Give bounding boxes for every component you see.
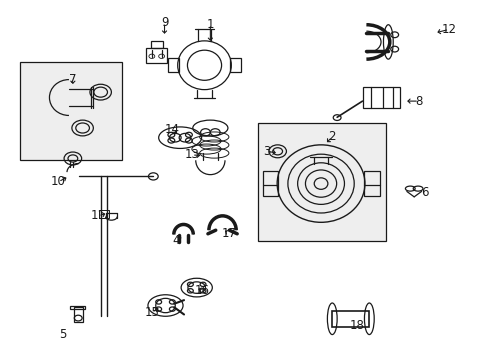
Text: 15: 15 xyxy=(144,306,159,319)
Text: 12: 12 xyxy=(441,23,456,36)
Text: 9: 9 xyxy=(161,16,168,29)
Bar xyxy=(331,311,368,327)
Text: 4: 4 xyxy=(172,234,180,247)
Bar xyxy=(146,48,167,63)
Text: 6: 6 xyxy=(420,186,428,199)
Text: 14: 14 xyxy=(164,123,180,136)
Text: 11: 11 xyxy=(91,210,105,222)
Bar xyxy=(70,306,85,309)
Text: 17: 17 xyxy=(221,226,236,239)
Bar xyxy=(262,171,278,196)
Text: 3: 3 xyxy=(262,145,269,158)
Text: 10: 10 xyxy=(51,175,65,188)
Text: 1: 1 xyxy=(206,18,214,31)
Text: 2: 2 xyxy=(328,130,335,144)
Bar xyxy=(230,58,241,72)
Text: 18: 18 xyxy=(348,319,364,332)
Text: 13: 13 xyxy=(184,148,199,161)
Bar xyxy=(363,171,379,196)
Text: 16: 16 xyxy=(194,284,209,297)
Text: 8: 8 xyxy=(414,95,422,108)
Bar xyxy=(362,87,399,108)
Text: 5: 5 xyxy=(60,328,67,341)
Text: 7: 7 xyxy=(69,73,77,86)
Bar xyxy=(258,123,385,241)
Bar xyxy=(74,307,82,321)
Bar xyxy=(151,41,162,48)
Bar xyxy=(167,58,178,72)
Bar xyxy=(99,210,109,218)
Bar xyxy=(20,62,122,160)
